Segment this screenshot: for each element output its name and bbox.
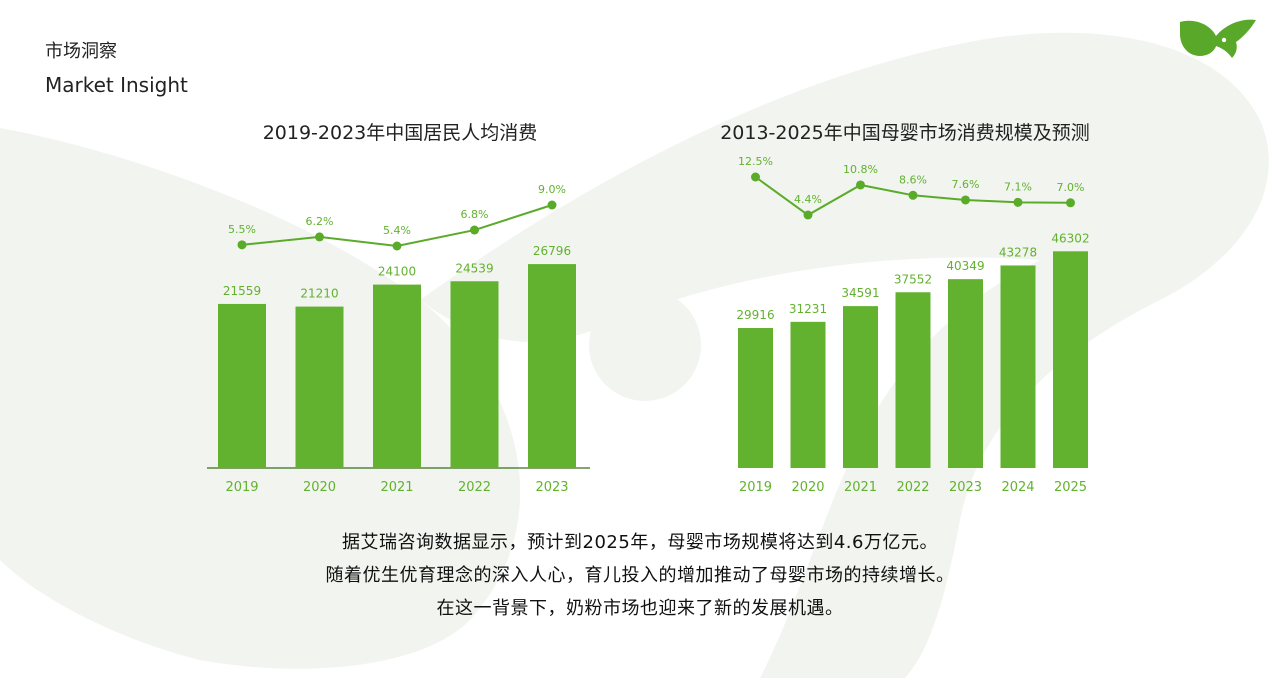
chart-1-bar-2025 [1053,251,1088,468]
chart-1-growth-point-2020 [803,210,813,220]
chart-0-bar-label-2023: 26796 [533,244,571,258]
chart-0-category-2023: 2023 [535,480,568,495]
chart-1-bar-label-2022: 37552 [894,272,932,286]
chart-1-bar-label-2025: 46302 [1051,231,1089,245]
chart-0-category-2020: 2020 [303,480,336,495]
chart-1-growth-label-2020: 4.4% [794,193,822,206]
chart-1-category-2024: 2024 [1001,480,1034,495]
chart-1-bar-label-2024: 43278 [999,245,1037,259]
chart-1-category-2019: 2019 [739,480,772,495]
chart-1-growth-point-2023 [961,195,970,205]
chart-1-growth-label-2025: 7.0% [1057,181,1085,194]
green-leaf-logo-icon [1180,19,1256,58]
page-title-en: Market Insight [45,73,188,97]
chart-1-bar-2020 [790,321,826,468]
chart-1-growth-label-2023: 7.6% [952,178,980,191]
caption-line-3: 在这一背景下，奶粉市场也迎来了新的发展机遇。 [436,598,844,619]
chart-0-bar-2021 [373,284,421,468]
chart-1-bar-2024 [1000,265,1036,468]
chart-0-growth-point-2019 [237,240,247,250]
chart-1-category-2025: 2025 [1054,480,1087,495]
chart-1-bar-label-2023: 40349 [946,259,984,273]
chart-0-growth-label-2022: 6.8% [461,208,489,221]
chart-1-bar-label-2019: 29916 [736,308,774,322]
chart-1-category-2022: 2022 [896,480,929,495]
chart-0-growth-point-2021 [392,241,402,251]
chart-1-growth-label-2024: 7.1% [1004,180,1032,193]
chart-0-category-2019: 2019 [225,480,258,495]
chart-0-category-2022: 2022 [458,480,491,495]
page-header: 市场洞察 Market Insight [45,38,188,100]
background-circle-shape [589,289,701,401]
chart-0-growth-label-2021: 5.4% [383,224,411,237]
chart-0-growth-point-2020 [315,232,324,242]
caption-line-1: 据艾瑞咨询数据显示，预计到2025年，母婴市场规模将达到4.6万亿元。 [342,532,938,553]
chart-0-bar-label-2021: 24100 [378,265,416,279]
chart-1-growth-point-2021 [856,180,865,190]
chart-1-category-2020: 2020 [791,480,824,495]
chart-1-growth-point-2022 [908,190,918,200]
chart-1-growth-label-2022: 8.6% [899,173,927,186]
background-wave-shape [420,32,1269,678]
page-title-cn: 市场洞察 [45,41,117,62]
chart-1-bar-2023 [948,279,983,468]
chart-0-bar-2022 [450,281,499,468]
chart-1-category-2021: 2021 [844,480,877,495]
chart-title-right: 2013-2025年中国母婴市场消费规模及预测 [720,122,1090,144]
chart-0-bar-label-2022: 24539 [455,261,493,275]
chart-0-growth-label-2020: 6.2% [306,215,334,228]
chart-1-growth-label-2021: 10.8% [843,163,878,176]
chart-1-bar-2019 [738,327,773,468]
caption-block: 据艾瑞咨询数据显示，预计到2025年，母婴市场规模将达到4.6万亿元。 随着优生… [0,526,1280,625]
chart-0-bar-label-2020: 21210 [300,287,338,301]
chart-1-category-2023: 2023 [949,480,982,495]
chart-1-growth-point-2025 [1066,198,1075,208]
chart-0-growth-point-2022 [470,225,479,235]
chart-1-growth-point-2024 [1013,197,1023,207]
chart-0-bar-label-2019: 21559 [223,284,261,298]
chart-1-bar-label-2020: 31231 [789,302,827,316]
chart-title-left: 2019-2023年中国居民人均消费 [262,122,538,144]
chart-0-growth-point-2023 [547,200,557,210]
chart-1-growth-label-2019: 12.5% [738,155,773,168]
caption-line-2: 随着优生优育理念的深入人心，育儿投入的增加推动了母婴市场的持续增长。 [325,565,955,586]
chart-1-growth-point-2019 [751,172,760,182]
chart-0-bar-2019 [218,303,266,468]
chart-1-bar-2022 [895,292,931,468]
chart-1-bar-2021 [843,306,878,468]
chart-0-growth-label-2023: 9.0% [538,183,566,196]
chart-0-growth-label-2019: 5.5% [228,223,256,236]
chart-0-category-2021: 2021 [380,480,413,495]
chart-0-bar-2023 [528,264,576,468]
chart-0-bar-2020 [295,306,344,468]
chart-1-bar-label-2021: 34591 [841,286,879,300]
